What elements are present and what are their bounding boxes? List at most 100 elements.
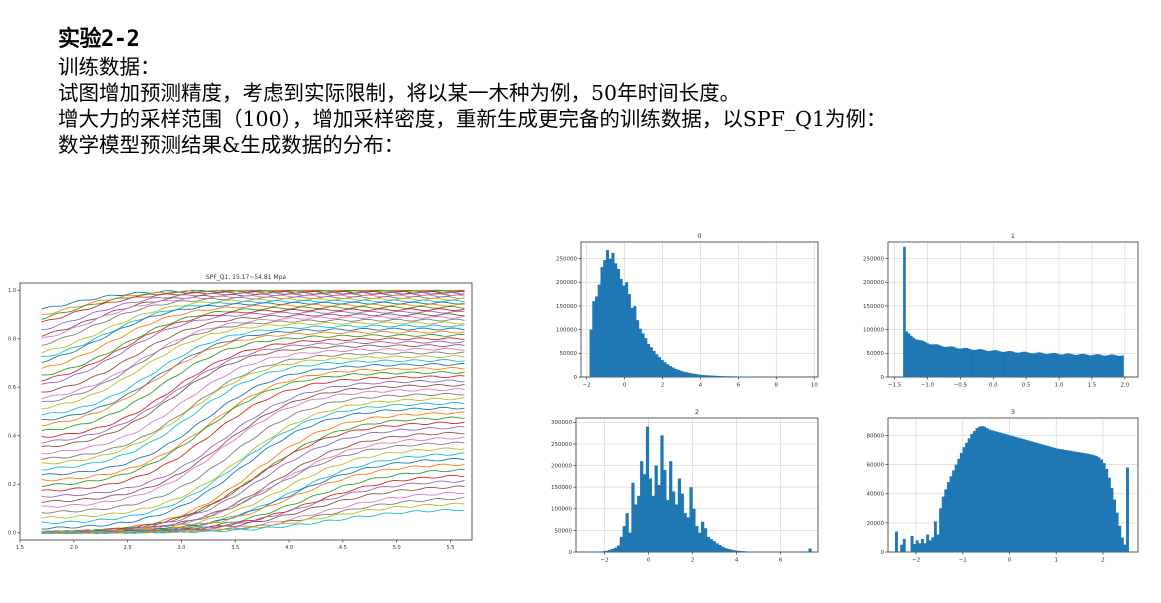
histogram-bar bbox=[1019, 438, 1023, 552]
histogram-bar bbox=[951, 346, 955, 377]
histogram-bar bbox=[672, 491, 676, 552]
histogram-bar bbox=[1056, 353, 1059, 377]
histogram-bar bbox=[975, 428, 979, 552]
series-line bbox=[41, 406, 465, 530]
slide-line-3: 增大力的采样范围（100），增加采样密度，重新生成更完备的训练数据，以SPF_Q… bbox=[58, 107, 887, 131]
histogram-bar bbox=[1040, 352, 1043, 377]
histogram-bar bbox=[1021, 351, 1025, 377]
histogram-bar bbox=[986, 351, 990, 377]
x-tick-label: −2 bbox=[601, 558, 609, 564]
series-line bbox=[41, 351, 465, 460]
histogram-bar bbox=[1032, 442, 1036, 552]
histogram-bar bbox=[619, 536, 623, 552]
histogram-0-svg: −2 0 2 4 6 8 10 0 50000 100000 150000 200000 250000 0 bbox=[556, 232, 819, 389]
histogram-bar bbox=[933, 521, 937, 552]
histogram-bar bbox=[1014, 436, 1018, 552]
histogram-bar bbox=[923, 543, 927, 552]
histogram-bar bbox=[926, 343, 929, 377]
histogram-bar bbox=[1053, 447, 1057, 552]
histogram-bar bbox=[1026, 352, 1029, 377]
histogram-bar bbox=[1118, 525, 1122, 552]
histogram-bar bbox=[608, 258, 612, 377]
histogram-bar bbox=[961, 348, 964, 377]
histogram-bar bbox=[1074, 354, 1078, 377]
x-tick-label: 10 bbox=[811, 383, 818, 389]
x-tick-label: 0 bbox=[1008, 558, 1012, 564]
histogram-bar bbox=[956, 348, 960, 377]
histogram-bar bbox=[696, 374, 700, 377]
histogram-bar bbox=[939, 508, 943, 552]
histogram-bar bbox=[924, 341, 927, 377]
series-line bbox=[41, 366, 465, 482]
histogram-bar bbox=[644, 338, 648, 377]
histogram-bar bbox=[660, 435, 664, 552]
histogram-bar bbox=[709, 375, 714, 377]
histogram-bar bbox=[1002, 351, 1006, 377]
series-line bbox=[41, 330, 465, 427]
histogram-bar bbox=[707, 375, 711, 377]
histogram-bar bbox=[970, 434, 974, 552]
histogram-bar bbox=[993, 350, 997, 377]
histogram-bar bbox=[674, 368, 678, 377]
histogram-bar bbox=[962, 447, 966, 552]
histogram-bar bbox=[605, 250, 609, 377]
histogram-bar bbox=[603, 260, 607, 377]
x-tick-label: 5.5 bbox=[446, 545, 454, 551]
series-line bbox=[41, 296, 465, 346]
histogram-bar bbox=[979, 349, 983, 377]
x-tick-label: 2 bbox=[661, 383, 665, 389]
histogram-bar bbox=[674, 504, 679, 552]
y-tick-label: 20000 bbox=[867, 521, 885, 527]
histogram-bar bbox=[689, 487, 693, 552]
histogram-bar bbox=[937, 344, 941, 377]
histogram-bar bbox=[654, 465, 658, 552]
histogram-bar bbox=[907, 333, 911, 377]
histogram-bar bbox=[589, 329, 593, 377]
histogram-bar bbox=[1030, 441, 1033, 552]
series-line bbox=[41, 337, 465, 438]
histogram-bar bbox=[958, 348, 962, 377]
histogram-bar bbox=[928, 540, 932, 552]
histogram-bar bbox=[721, 546, 725, 552]
histogram-bar bbox=[1019, 352, 1022, 377]
x-tick-label: 5.0 bbox=[393, 545, 401, 551]
histogram-bar bbox=[1037, 352, 1041, 377]
histogram-bar bbox=[605, 550, 609, 552]
histogram-bar bbox=[952, 470, 956, 552]
series-line bbox=[41, 301, 465, 364]
histogram-bar bbox=[977, 349, 980, 377]
histogram-bar bbox=[912, 337, 916, 377]
histogram-bar bbox=[1087, 453, 1091, 552]
histogram-bar bbox=[1120, 537, 1124, 552]
histogram-bar bbox=[954, 347, 957, 377]
histogram-bar bbox=[641, 333, 645, 377]
histogram-bar bbox=[1100, 459, 1103, 552]
series-line bbox=[41, 359, 465, 471]
histogram-bar bbox=[1113, 499, 1116, 552]
histogram-bar bbox=[1063, 354, 1066, 377]
histogram-bar bbox=[995, 350, 999, 377]
x-tick-label: 2.0 bbox=[1120, 383, 1129, 389]
histogram-bar bbox=[1072, 354, 1076, 377]
x-tick-label: −1 bbox=[959, 558, 967, 564]
histogram-2: −2 0 2 4 6 0 50000 100000 150000 200000 250000 3000… bbox=[536, 405, 826, 570]
histogram-bar bbox=[625, 513, 629, 552]
histogram-bar bbox=[972, 431, 976, 552]
histogram-bar bbox=[944, 346, 948, 377]
histogram-bar bbox=[1030, 353, 1034, 377]
histogram-bar bbox=[1065, 353, 1069, 377]
series-line bbox=[41, 321, 465, 410]
histogram-bar bbox=[744, 551, 748, 552]
histogram-bar bbox=[608, 550, 612, 552]
series-line bbox=[41, 291, 465, 330]
y-tick-label: 150000 bbox=[556, 304, 577, 310]
line-chart-spf-q1: 1.5 2.0 2.5 3.0 3.5 4.0 4.5 5.0 5.5 0.0 0.2 0.4 0.6 0… bbox=[0, 268, 478, 558]
histogram-bar bbox=[699, 374, 703, 377]
histogram-bar bbox=[1121, 355, 1124, 377]
x-tick-label: 3.5 bbox=[231, 545, 239, 551]
histogram-bar bbox=[1063, 449, 1067, 552]
y-tick-label: 0.8 bbox=[8, 337, 16, 343]
series-line bbox=[41, 508, 465, 535]
histogram-bar bbox=[1014, 352, 1018, 377]
histogram-bar bbox=[965, 442, 968, 552]
